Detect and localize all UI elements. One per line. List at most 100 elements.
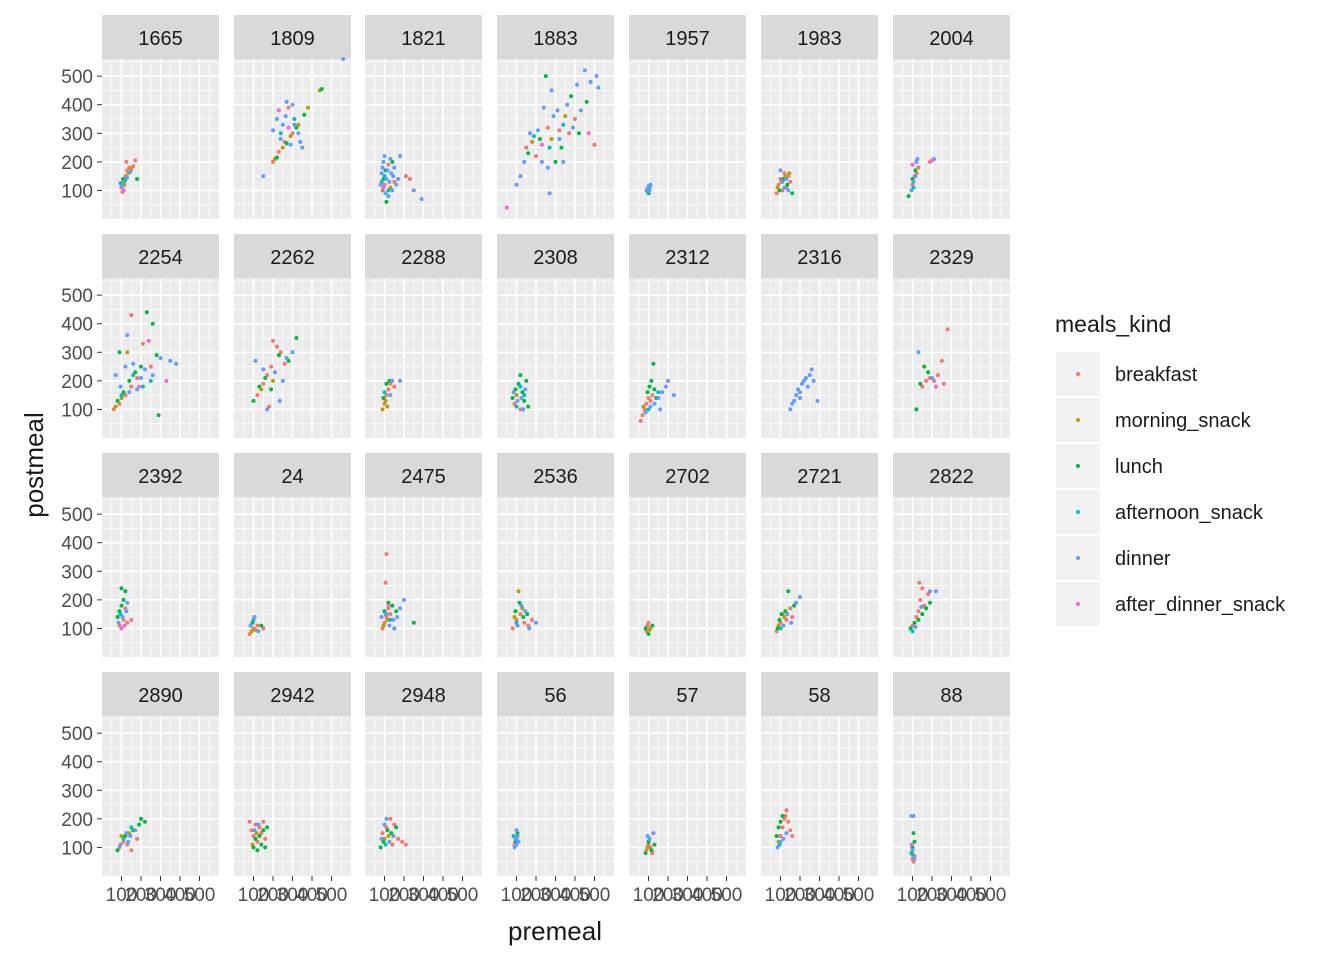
data-point (784, 831, 789, 836)
data-point (129, 384, 134, 389)
data-point (128, 169, 133, 174)
data-point (286, 125, 291, 130)
facet-strip-label: 2822 (929, 466, 974, 488)
y-tick-label: 500 (61, 505, 93, 526)
facet-strip (761, 453, 878, 497)
data-point (917, 580, 922, 585)
facet-strip (497, 672, 614, 716)
data-point (386, 387, 391, 392)
data-point (919, 605, 924, 609)
data-point (805, 384, 810, 389)
y-tick-label: 400 (61, 315, 93, 336)
data-point (247, 819, 252, 824)
data-point (267, 404, 272, 409)
x-tick-label: 300 (936, 885, 968, 906)
x-tick-label: 400 (164, 885, 196, 906)
data-point (924, 378, 929, 383)
facet-strip (365, 234, 482, 278)
data-point (388, 612, 393, 617)
data-point (284, 141, 289, 146)
data-point (274, 344, 279, 349)
y-tick-label: 300 (61, 124, 93, 145)
data-point (386, 834, 391, 838)
data-point (592, 142, 597, 147)
facet-strip (102, 15, 219, 59)
data-point (133, 370, 138, 375)
data-point (785, 612, 790, 617)
data-point (916, 609, 921, 614)
data-point (392, 822, 397, 827)
data-point (522, 159, 527, 164)
data-point (135, 387, 140, 392)
data-point (514, 393, 519, 398)
facet-panels: 1665 1809 1821 1883 1957 1983 2004 2254 2262 2288… (102, 15, 1010, 876)
data-point (775, 626, 780, 631)
y-tick-label: 100 (61, 181, 93, 202)
facet-strip-label: 2262 (270, 247, 315, 269)
data-point (123, 178, 127, 183)
data-point (137, 384, 142, 389)
legend-label: dinner (1115, 548, 1171, 570)
data-point (809, 367, 814, 372)
legend-title: meals_kind (1055, 311, 1171, 337)
facet-strip (629, 672, 746, 716)
facet-2392: 2392 (102, 453, 219, 657)
data-point (780, 825, 785, 830)
data-point (790, 191, 795, 196)
data-point (788, 179, 793, 184)
data-point (656, 390, 661, 395)
data-point (255, 839, 260, 844)
data-point (168, 358, 173, 363)
data-point (253, 358, 258, 363)
data-point (115, 398, 120, 403)
data-point (908, 626, 913, 631)
data-point (645, 390, 650, 395)
data-point (380, 165, 385, 170)
facet-88: 88 (893, 672, 1010, 876)
data-point (525, 612, 530, 617)
data-point (261, 381, 266, 386)
data-point (249, 629, 254, 634)
data-point (514, 182, 519, 187)
data-point (545, 125, 550, 130)
data-point (561, 159, 566, 164)
data-point (918, 597, 923, 602)
data-point (517, 600, 522, 605)
data-point (278, 131, 283, 136)
x-tick-label: 100 (106, 885, 138, 906)
data-point (403, 174, 408, 179)
data-point (164, 378, 169, 383)
x-tick-label: 500 (711, 885, 743, 906)
data-point (930, 158, 934, 163)
data-point (387, 623, 392, 628)
data-point (380, 831, 385, 836)
data-point (380, 407, 385, 412)
data-point (118, 612, 123, 617)
legend-label: lunch (1115, 456, 1163, 478)
data-point (253, 627, 258, 632)
facet-strip-label: 58 (808, 685, 830, 707)
facet-strip-label: 2475 (401, 466, 446, 488)
data-point (539, 142, 544, 147)
data-point (640, 413, 645, 418)
data-point (777, 617, 782, 622)
data-point (547, 145, 552, 150)
legend-item-after-dinner-snack: after_dinner_snack (1056, 582, 1286, 626)
data-point (117, 401, 122, 406)
data-point (383, 612, 388, 617)
facet-strip-label: 56 (544, 685, 566, 707)
data-point (116, 620, 121, 625)
data-point (382, 174, 387, 179)
data-point (781, 623, 786, 628)
data-point (778, 819, 783, 824)
data-point (278, 350, 283, 355)
data-point (555, 108, 560, 113)
legend-item-breakfast: breakfast (1056, 352, 1198, 396)
data-point (516, 381, 521, 386)
data-point (549, 137, 554, 141)
data-point (400, 839, 405, 844)
facet-2948: 2948 (365, 672, 482, 876)
data-point (524, 378, 529, 383)
data-point (511, 390, 516, 395)
